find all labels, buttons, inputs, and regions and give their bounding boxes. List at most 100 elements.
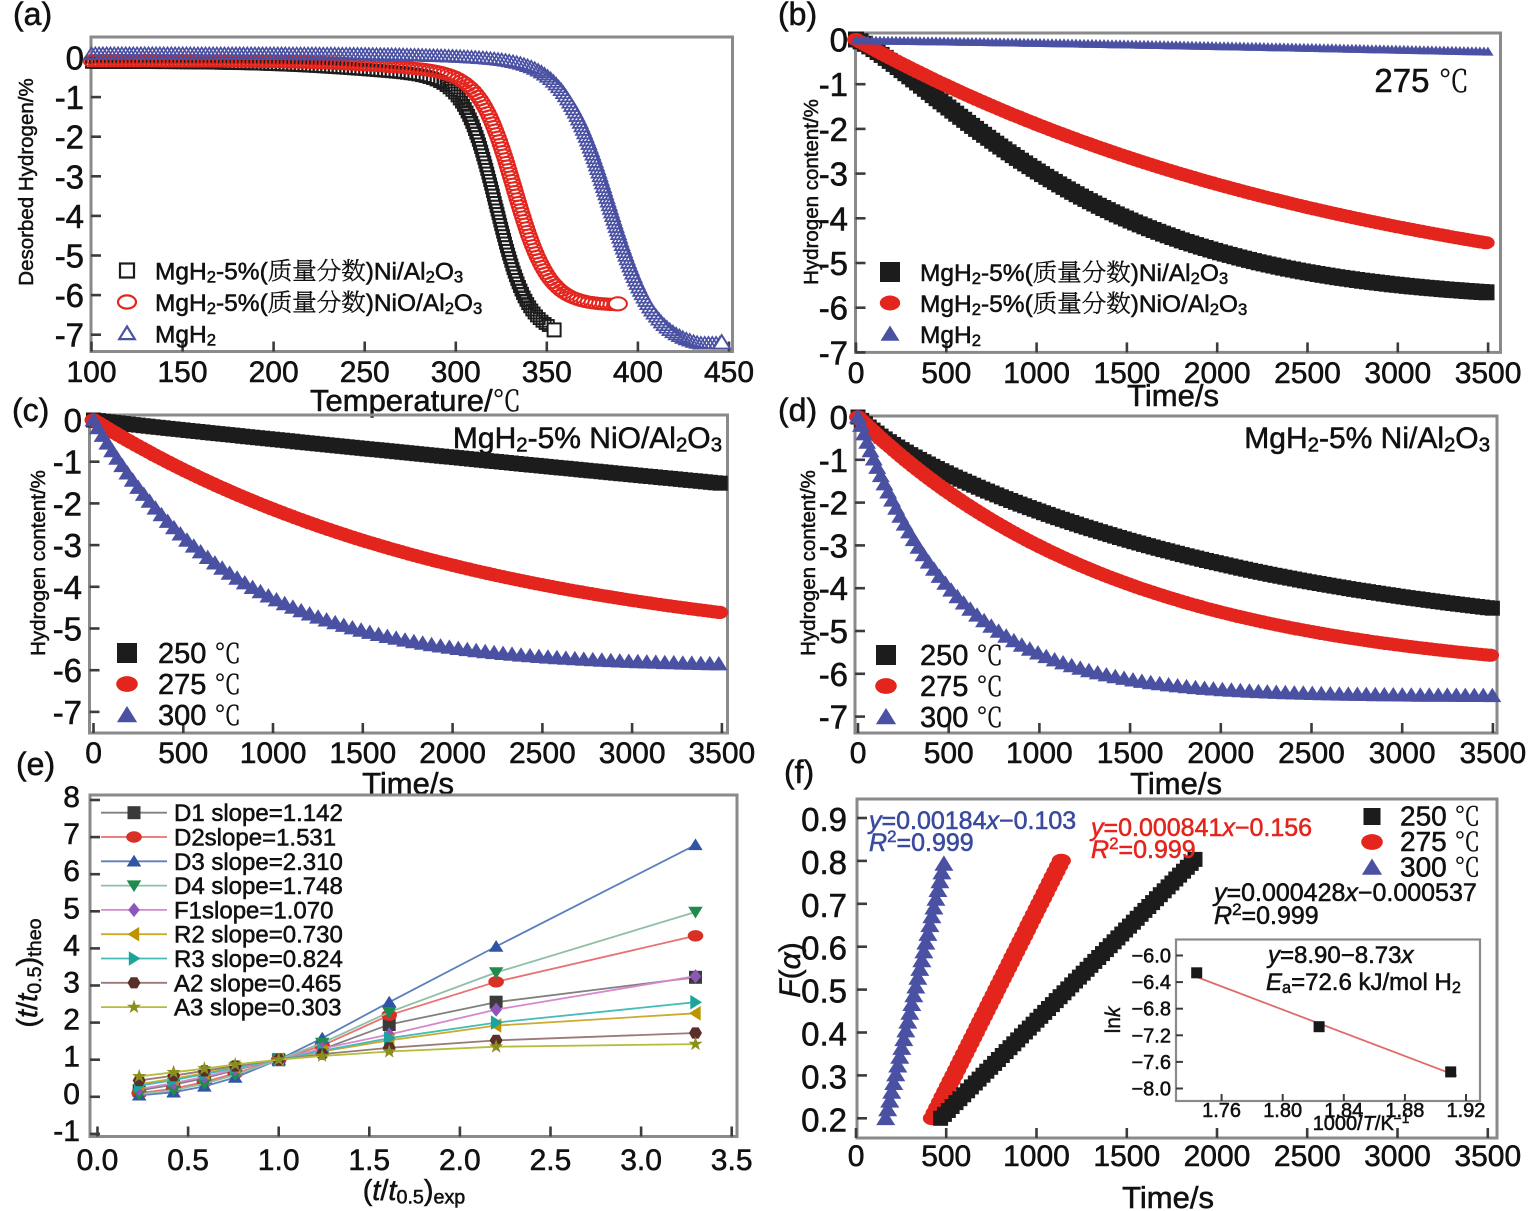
svg-text:-6: -6 xyxy=(819,656,848,693)
svg-text:2: 2 xyxy=(887,827,896,846)
svg-text:-4: -4 xyxy=(819,570,848,607)
svg-text:-2: -2 xyxy=(819,111,848,148)
svg-text:2500: 2500 xyxy=(1274,357,1341,390)
svg-text:(d): (d) xyxy=(778,392,817,428)
svg-text:2: 2 xyxy=(445,299,454,318)
svg-text:4: 4 xyxy=(63,929,80,962)
svg-text:-2: -2 xyxy=(819,485,848,522)
svg-text:)NiO/Al: )NiO/Al xyxy=(366,290,445,317)
svg-text:R3 slope=0.824: R3 slope=0.824 xyxy=(174,946,343,973)
svg-text:3500: 3500 xyxy=(689,737,756,770)
svg-text:3500: 3500 xyxy=(1460,737,1527,770)
svg-text:-5%(: -5%( xyxy=(216,290,269,317)
svg-text:1500: 1500 xyxy=(1097,737,1164,770)
svg-text:MgH: MgH xyxy=(155,259,207,286)
svg-text:Time/s: Time/s xyxy=(1122,1180,1214,1211)
svg-text:6: 6 xyxy=(63,855,80,888)
svg-text:-4: -4 xyxy=(819,200,848,237)
svg-text:-4: -4 xyxy=(55,198,84,235)
svg-text:2500: 2500 xyxy=(1274,1140,1341,1173)
svg-text:0.8: 0.8 xyxy=(801,844,847,881)
svg-text:2: 2 xyxy=(207,299,216,318)
svg-text:D3 slope=2.310: D3 slope=2.310 xyxy=(174,849,343,876)
svg-text:−6.8: −6.8 xyxy=(1132,999,1171,1021)
svg-text:275: 275 xyxy=(1374,62,1429,99)
svg-text:1000/: 1000/ xyxy=(1313,1113,1363,1135)
svg-text:-1: -1 xyxy=(53,1115,80,1148)
svg-text:1.84: 1.84 xyxy=(1324,1100,1363,1122)
svg-text:8: 8 xyxy=(63,781,80,814)
svg-text:2: 2 xyxy=(207,267,216,286)
svg-text:500: 500 xyxy=(158,737,208,770)
svg-text:O: O xyxy=(454,290,473,317)
svg-text:(: ( xyxy=(363,1175,373,1207)
svg-text:Time/s: Time/s xyxy=(1127,378,1219,413)
svg-text:2: 2 xyxy=(972,269,981,288)
svg-text:−6.4: −6.4 xyxy=(1132,972,1171,994)
svg-text:0: 0 xyxy=(64,402,82,439)
svg-text:=72.6 kJ/mol H: =72.6 kJ/mol H xyxy=(1291,969,1452,996)
svg-text:275: 275 xyxy=(1400,826,1447,857)
svg-text:MgH: MgH xyxy=(1244,422,1307,455)
svg-text:y: y xyxy=(1089,814,1105,842)
svg-text:A3 slope=0.303: A3 slope=0.303 xyxy=(174,995,341,1022)
svg-text:500: 500 xyxy=(921,357,971,390)
svg-text:R: R xyxy=(869,829,887,857)
svg-text:300: 300 xyxy=(1400,852,1447,883)
svg-text:-7: -7 xyxy=(819,334,848,371)
svg-text:3500: 3500 xyxy=(1454,1140,1521,1173)
svg-text:T: T xyxy=(1363,1113,1377,1135)
svg-text:0.5: 0.5 xyxy=(167,1144,209,1177)
svg-text:250: 250 xyxy=(1400,801,1447,832)
svg-text:=0.000841: =0.000841 xyxy=(1104,814,1223,842)
svg-text:x: x xyxy=(1221,814,1236,842)
svg-text:150: 150 xyxy=(158,356,208,389)
svg-text:t: t xyxy=(372,1175,382,1207)
svg-text:x: x xyxy=(1344,879,1359,907)
svg-text:Time/s: Time/s xyxy=(1130,766,1222,801)
svg-text:250: 250 xyxy=(158,638,206,670)
svg-text:-1: -1 xyxy=(53,444,82,481)
svg-text:−6.0: −6.0 xyxy=(1132,946,1171,968)
svg-text:)NiO/Al: )NiO/Al xyxy=(1131,291,1210,318)
svg-text:250: 250 xyxy=(920,640,968,672)
svg-text:O: O xyxy=(687,422,710,455)
svg-text:0: 0 xyxy=(848,1140,865,1173)
svg-text:MgH: MgH xyxy=(920,291,972,318)
svg-text:=0.999: =0.999 xyxy=(897,829,974,857)
svg-text:MgH: MgH xyxy=(920,322,972,349)
svg-text:MgH: MgH xyxy=(920,260,972,287)
svg-text:0: 0 xyxy=(830,22,848,59)
svg-text:t: t xyxy=(388,1175,398,1207)
svg-text:-3: -3 xyxy=(55,158,84,195)
svg-text:0.0: 0.0 xyxy=(77,1144,119,1177)
svg-text:D2slope=1.531: D2slope=1.531 xyxy=(174,825,336,852)
svg-text:3: 3 xyxy=(63,967,80,1000)
svg-text:Temperature/: Temperature/ xyxy=(310,383,493,418)
svg-text:1.5: 1.5 xyxy=(348,1144,390,1177)
svg-text:3: 3 xyxy=(711,435,722,457)
svg-text:R: R xyxy=(1091,836,1109,864)
svg-text:-6: -6 xyxy=(55,277,84,314)
svg-text:1.76: 1.76 xyxy=(1202,1100,1241,1122)
svg-text:3500: 3500 xyxy=(1455,357,1522,390)
svg-text:D1 slope=1.142: D1 slope=1.142 xyxy=(174,800,343,827)
svg-text:-5: -5 xyxy=(819,245,848,282)
svg-text:MgH: MgH xyxy=(453,422,516,455)
svg-text:0: 0 xyxy=(66,40,84,77)
svg-text:MgH: MgH xyxy=(155,290,207,317)
svg-text:-5% Ni/Al: -5% Ni/Al xyxy=(1319,422,1444,455)
svg-text:/K: /K xyxy=(1375,1113,1395,1135)
svg-text:3000: 3000 xyxy=(1369,737,1436,770)
svg-text:-6: -6 xyxy=(819,290,848,327)
svg-text:D4 slope=1.748: D4 slope=1.748 xyxy=(174,873,343,900)
svg-text:0: 0 xyxy=(848,357,865,390)
svg-text:-1: -1 xyxy=(819,66,848,103)
svg-text:(b): (b) xyxy=(778,0,817,32)
svg-text:-2: -2 xyxy=(55,119,84,156)
svg-text:500: 500 xyxy=(921,1140,971,1173)
svg-text:2: 2 xyxy=(426,267,435,286)
svg-text:3.5: 3.5 xyxy=(711,1144,753,1177)
svg-text:F(α): F(α) xyxy=(774,942,807,997)
svg-text:1.80: 1.80 xyxy=(1263,1100,1302,1122)
